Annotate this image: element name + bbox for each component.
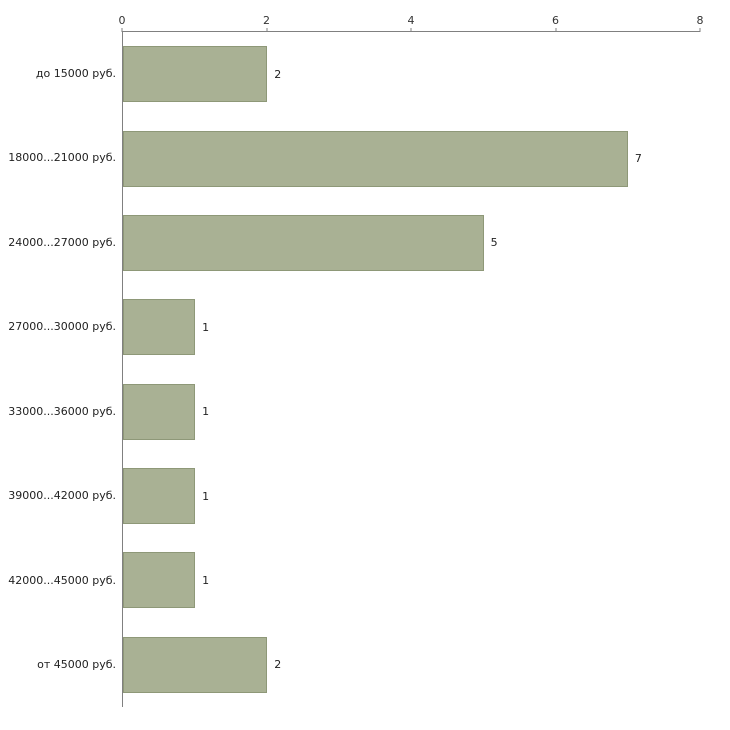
bar [123,299,196,356]
x-tick-label: 0 [118,14,126,27]
bar [123,214,484,271]
category-label: до 15000 руб. [35,66,116,80]
bar-row: 2 [123,623,700,707]
x-tick-label: 6 [552,14,559,27]
x-tick-mark [555,28,556,32]
x-tick: 0 [119,15,126,32]
x-axis-ticks: 0 2 4 6 8 [119,0,704,32]
value-label: 1 [202,573,210,587]
value-label: 1 [202,320,210,334]
x-tick-label: 4 [407,14,415,27]
bar-row: 7 [123,116,700,200]
x-tick: 6 [552,15,559,32]
plot-area: 2 7 5 1 1 1 1 2 [122,31,700,707]
bar [123,468,196,525]
bar-row: 1 [123,454,700,538]
x-tick: 8 [697,15,704,32]
category-label: 18000...21000 руб. [8,151,116,165]
value-label: 7 [634,152,642,166]
value-label: 1 [202,489,210,503]
bar [123,636,268,693]
x-tick: 4 [408,15,415,32]
category-label: от 45000 руб. [37,658,116,672]
x-tick-mark [266,28,267,32]
category-label: 33000...36000 руб. [8,404,116,418]
x-tick-mark [699,28,701,32]
x-tick: 2 [263,15,270,32]
value-label: 2 [274,658,282,672]
category-label: 24000...27000 руб. [8,235,116,249]
bar-row: 1 [123,370,700,454]
value-label: 2 [274,67,282,81]
bar-row: 2 [123,32,700,116]
x-tick-mark [121,28,123,32]
bar [123,130,628,187]
bar-row: 1 [123,538,700,622]
category-label: 39000...42000 руб. [8,489,116,503]
bar-row: 1 [123,285,700,369]
bar [123,552,196,609]
x-tick-label: 8 [696,14,704,27]
y-axis-labels: до 15000 руб. 18000...21000 руб. 24000...2… [0,31,118,707]
category-label: 27000...30000 руб. [8,320,116,334]
bar-row: 5 [123,201,700,285]
bar [123,46,268,103]
x-tick-label: 2 [263,14,270,27]
value-label: 5 [490,236,498,250]
category-label: 42000...45000 руб. [8,573,116,587]
bar [123,383,196,440]
x-tick-mark [410,28,412,32]
value-label: 1 [202,405,210,419]
